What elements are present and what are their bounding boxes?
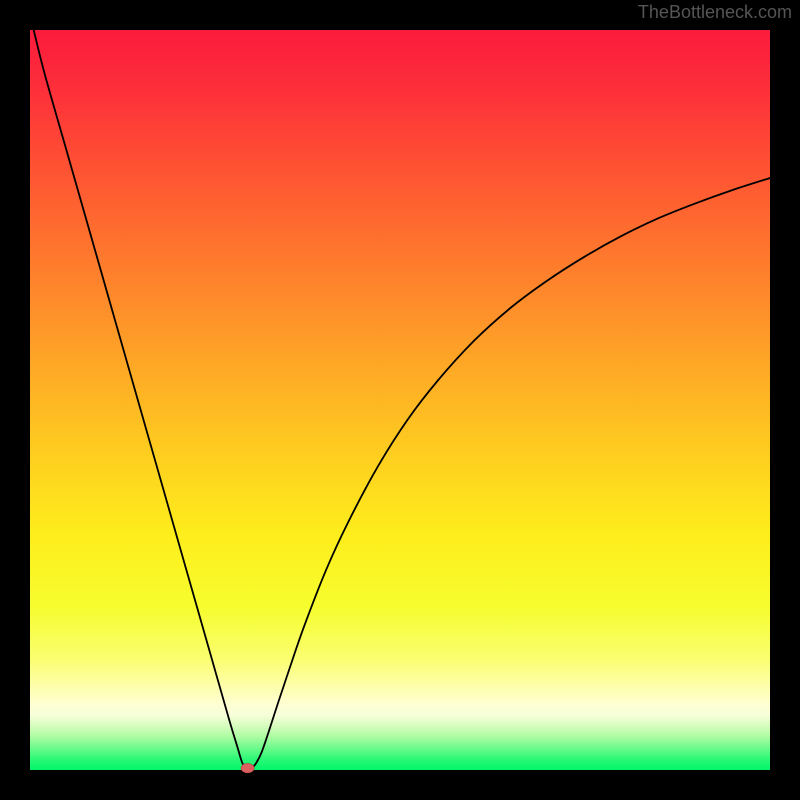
optimal-point-marker bbox=[241, 763, 254, 773]
chart-background bbox=[30, 30, 770, 770]
attribution-label: TheBottleneck.com bbox=[638, 2, 792, 23]
bottleneck-chart bbox=[0, 0, 800, 800]
chart-container: TheBottleneck.com bbox=[0, 0, 800, 800]
